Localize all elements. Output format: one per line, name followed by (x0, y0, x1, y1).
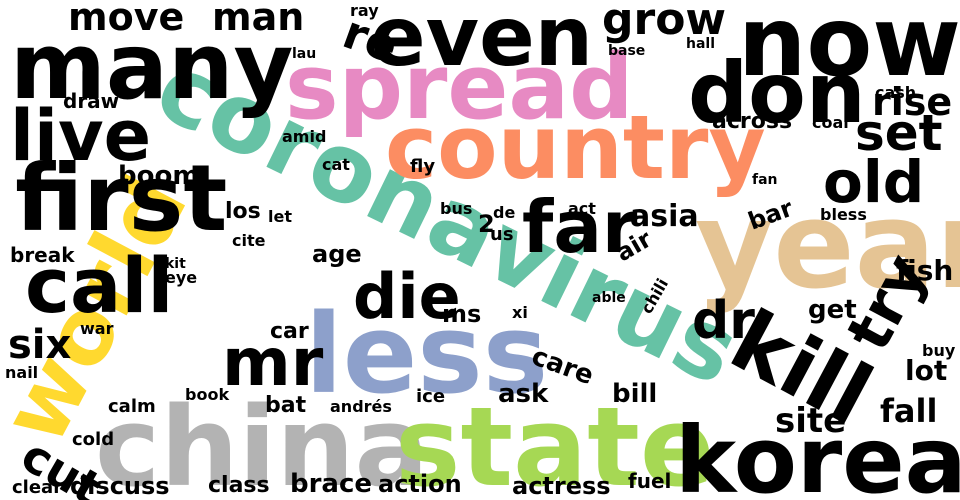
word-lot: lot (905, 354, 947, 387)
word-even: even (370, 0, 593, 85)
word-don: don (688, 44, 866, 142)
word-de: de (493, 203, 515, 222)
word-die: die (353, 260, 461, 333)
word-ray: ray (350, 1, 379, 20)
word-base: base (608, 43, 645, 59)
word-site: site (775, 401, 846, 441)
word-xi: xi (512, 303, 528, 322)
word-state: state (395, 383, 714, 500)
word-fish: fish (896, 254, 953, 287)
word-coal: coal (812, 113, 849, 132)
word-break: break (10, 243, 75, 267)
word-class: class (208, 473, 270, 498)
word-eye: eye (165, 268, 197, 287)
word-buy: buy (922, 341, 956, 360)
word-amid: amid (282, 127, 326, 146)
word-fan: fan (752, 172, 778, 188)
word-discuss: discuss (70, 472, 170, 500)
word-far: far (522, 185, 638, 269)
word-clear: clear (12, 477, 62, 498)
word-cold: cold (72, 429, 114, 450)
word-move: move (68, 0, 184, 39)
word-man: man (212, 0, 304, 39)
word-us: us (490, 224, 514, 245)
word-ice: ice (416, 386, 445, 407)
word-now: now (738, 0, 960, 98)
word-old: old (823, 148, 924, 216)
word-able: able (592, 290, 626, 306)
word-ask: ask (498, 379, 549, 409)
word-call: call (25, 241, 173, 330)
word-action: action (378, 470, 462, 498)
word-brace: brace (290, 469, 372, 499)
word-first: first (15, 145, 227, 252)
word-andres: andrés (330, 397, 392, 416)
word-fall: fall (880, 392, 937, 430)
word-asia: asia (630, 199, 699, 234)
word-less: less (305, 290, 548, 418)
word-cite: cite (232, 231, 266, 250)
word-korea: korea (675, 407, 960, 500)
word-spread: spread (285, 35, 634, 140)
word-ms: ms (442, 300, 481, 328)
word-los: los (225, 199, 261, 224)
word-war: war (80, 319, 114, 338)
word-actress: actress (512, 472, 611, 500)
word-rise: rise (872, 80, 952, 124)
word-china: china (95, 383, 429, 500)
word-draw: draw (63, 89, 119, 113)
word-act: act (568, 199, 596, 218)
word-grow: grow (602, 0, 726, 45)
word-let: let (268, 207, 292, 226)
word-country: country (385, 96, 766, 199)
word-bill: bill (612, 379, 657, 409)
word-calm: calm (108, 396, 156, 417)
word-mr: mr (222, 324, 324, 401)
word-bus: bus (440, 199, 472, 218)
word-cat: cat (322, 155, 350, 174)
word-bless: bless (820, 205, 867, 224)
word-hall: hall (686, 36, 715, 52)
word-car: car (270, 319, 309, 344)
word-bat: bat (265, 393, 307, 418)
word-live: live (10, 95, 151, 177)
word-nail: nail (5, 363, 38, 382)
word-boom: boom (118, 161, 199, 191)
word-set: set (855, 104, 943, 162)
word-fly: fly (410, 156, 435, 177)
word-across: across (712, 109, 792, 134)
word-book: book (185, 385, 229, 404)
word-age: age (312, 240, 362, 268)
word-cash: cash (875, 83, 916, 102)
word-two: 2 (478, 210, 495, 238)
word-get: get (808, 295, 857, 325)
word-fuel: fuel (628, 469, 671, 493)
word-kit: kit (165, 256, 186, 272)
word-lau: lau (292, 46, 316, 62)
word-six: six (8, 322, 72, 368)
word-dr: dr (692, 291, 755, 351)
word-year: year (695, 177, 960, 316)
word-many: many (10, 13, 293, 120)
